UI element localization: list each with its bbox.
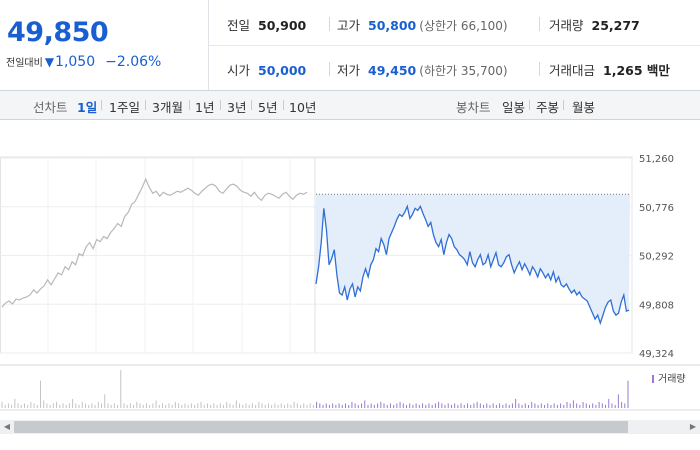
low-value: 49,450 [368,63,417,78]
y-tick-label: 51,260 [639,154,674,165]
change-percent: −2.06% [105,54,162,70]
line-chart-label: 선차트 [33,100,68,115]
trade-amount: 거래대금 1,265 백만 [549,60,670,79]
scrollbar-thumb[interactable] [14,421,628,433]
change-value: 1,050 [55,54,96,70]
period-1d[interactable]: 1일 [77,100,98,115]
volume-legend-swatch [652,375,654,383]
today-price-line [315,204,630,326]
amount-value: 1,265 백만 [603,63,670,78]
separator [539,17,540,31]
candle-chart-label: 봉차트 [456,100,491,115]
separator [329,62,330,76]
chart-toolbar: 선차트 1일 1주일 3개월 1년 3년 5년 10년 봉차트 일봉 주봉 월봉 [0,91,700,120]
prev-close-value: 50,900 [258,18,307,33]
intraday-chart: 51,260 50,776 50,292 49,808 49,324 거래량 [0,154,700,411]
period-1y[interactable]: 1년 [195,100,215,115]
change-label: 전일대비 [6,58,43,69]
quote-summary: 49,850 전일대비 ▼1,050 −2.06% 전일 50,900 고가 50,80… [0,0,700,91]
separator [329,17,330,31]
volume-value: 25,277 [591,18,640,33]
scroll-right-icon[interactable]: ▶ [689,422,697,431]
open-value: 50,000 [258,63,307,78]
open: 시가 50,000 [227,60,306,79]
upper-limit: (상한가 66,100) [419,19,508,33]
period-3m[interactable]: 3개월 [152,100,183,115]
divider [189,100,190,110]
amount-label: 거래대금 [549,63,596,78]
prev-day-price-line [1,177,308,308]
y-tick-label: 49,808 [639,300,674,311]
high-label: 고가 [337,18,361,33]
volume: 거래량 25,277 [549,15,640,34]
candle-monthly[interactable]: 월봉 [572,100,596,115]
y-tick-label: 50,776 [639,203,674,214]
y-tick-label: 50,292 [639,252,674,263]
y-axis-ticks: 51,260 50,776 50,292 49,808 49,324 [639,154,674,360]
volume-bars [1,370,629,408]
divider [529,100,530,110]
period-10y[interactable]: 10년 [289,100,317,115]
today-fill-area [316,194,630,324]
open-label: 시가 [227,63,251,78]
separator [539,62,540,76]
stats-divider [209,45,700,46]
scroll-left-icon[interactable]: ◀ [3,422,11,431]
volume-legend-label: 거래량 [658,373,686,385]
prev-close-label: 전일 [227,18,251,33]
high-value: 50,800 [368,18,417,33]
period-3y[interactable]: 3년 [227,100,247,115]
chart-grid [0,156,700,411]
prev-close: 전일 50,900 [227,15,306,34]
stats-panel: 전일 50,900 고가 50,800 (상한가 66,100) 거래량 25,277 … [209,0,700,90]
period-5y[interactable]: 5년 [258,100,278,115]
period-1w[interactable]: 1주일 [109,100,140,115]
price-box: 49,850 전일대비 ▼1,050 −2.06% [0,0,209,90]
low: 저가 49,450 (하한가 35,700) [337,60,508,79]
divider [220,100,221,110]
high: 고가 50,800 (상한가 66,100) [337,15,508,34]
down-triangle-icon: ▼ [44,55,55,69]
y-tick-label: 49,324 [639,349,674,360]
divider [563,100,564,110]
candle-weekly[interactable]: 주봉 [536,100,560,115]
divider [283,100,284,110]
divider [101,100,102,110]
lower-limit: (하한가 35,700) [419,64,508,78]
volume-label: 거래량 [549,18,584,33]
divider [251,100,252,110]
candle-daily[interactable]: 일봉 [502,100,526,115]
divider [145,100,146,110]
change-row: 전일대비 ▼1,050 −2.06% [6,54,161,70]
current-price: 49,850 [7,17,109,48]
low-label: 저가 [337,63,361,78]
